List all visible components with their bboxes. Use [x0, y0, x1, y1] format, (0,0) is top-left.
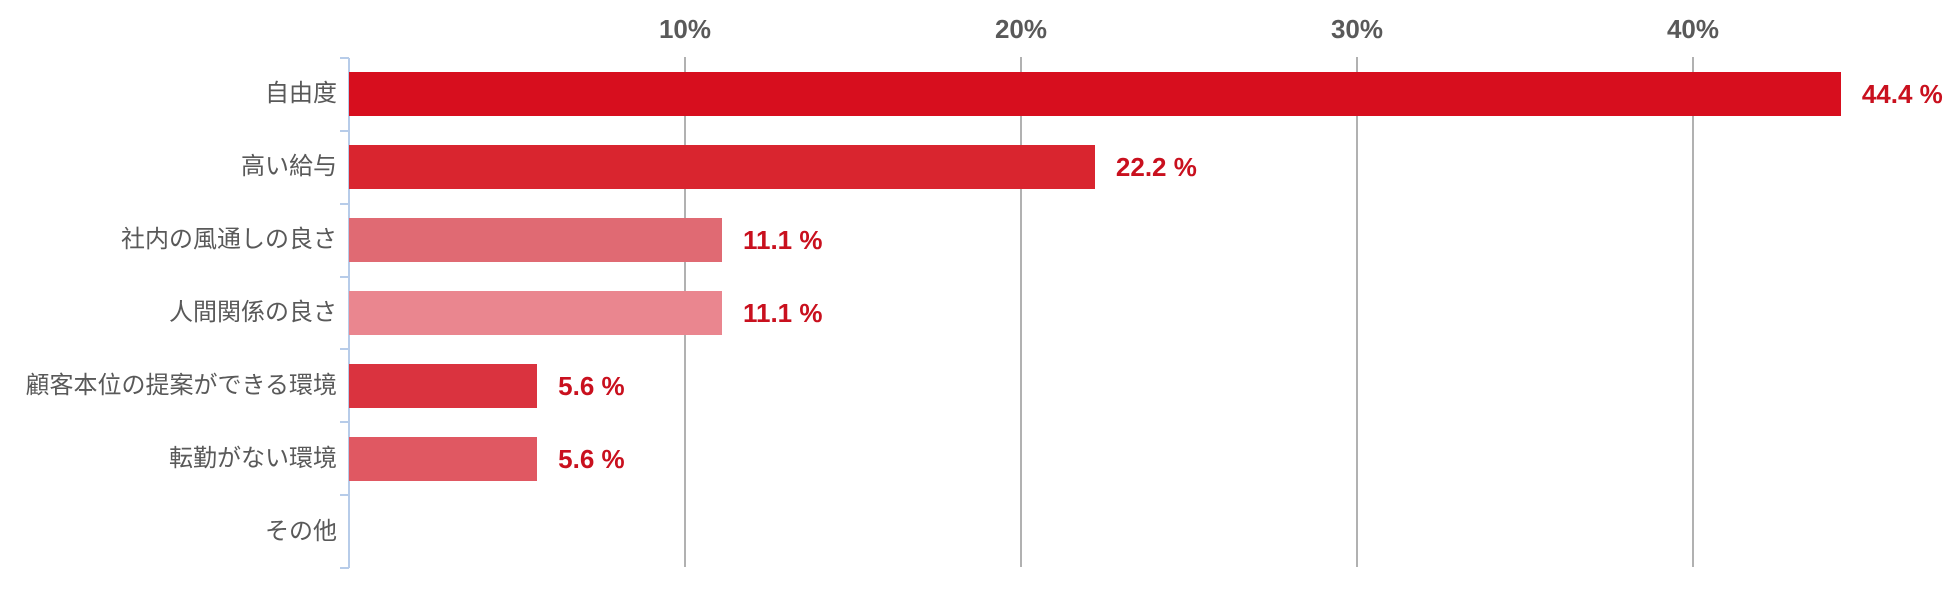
category-label: 高い給与	[241, 153, 337, 181]
category-label: 自由度	[265, 80, 337, 108]
x-tick-label: 20%	[994, 14, 1048, 44]
value-label: 11.1 %	[742, 225, 823, 256]
y-axis-tick	[340, 129, 349, 132]
bar	[349, 290, 722, 335]
y-axis-tick	[340, 202, 349, 205]
x-gridline	[1692, 57, 1694, 567]
x-gridline	[1356, 57, 1358, 567]
y-axis-tick	[340, 494, 349, 497]
bar	[349, 72, 1841, 117]
bar	[349, 145, 1095, 190]
category-label: その他	[265, 517, 337, 545]
category-label: 転勤がない環境	[169, 444, 337, 472]
y-axis-tick	[340, 57, 349, 59]
value-label: 22.2 %	[1115, 152, 1197, 183]
y-axis-tick	[340, 421, 349, 424]
category-label: 顧客本位の提案ができる環境	[25, 371, 337, 399]
x-tick-label: 30%	[1330, 14, 1384, 44]
value-label: 5.6 %	[558, 443, 625, 474]
category-label: 人間関係の良さ	[169, 298, 337, 326]
bar	[349, 218, 722, 263]
x-tick-label: 40%	[1666, 14, 1720, 44]
value-label: 5.6 %	[558, 370, 625, 401]
y-axis-tick	[340, 348, 349, 351]
bar	[349, 436, 538, 481]
value-label: 44.4 %	[1861, 79, 1943, 110]
y-axis-tick	[340, 275, 349, 278]
value-label: 11.1 %	[742, 297, 823, 328]
bar	[349, 363, 538, 408]
x-gridline	[1020, 57, 1022, 567]
x-tick-label: 10%	[658, 14, 712, 44]
category-label: 社内の風通しの良さ	[121, 226, 337, 254]
y-axis-tick	[340, 566, 349, 569]
